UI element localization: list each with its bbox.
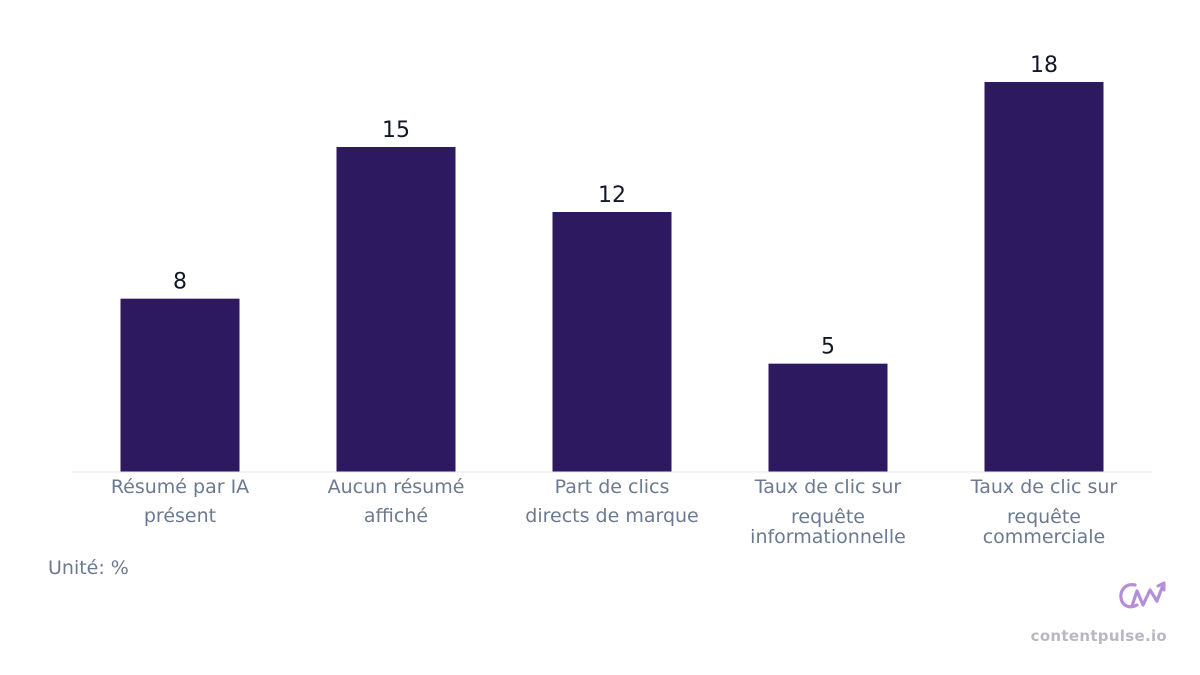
- brand-name: contentpulse.io: [1030, 627, 1167, 645]
- x-tick-label-4-line-0: Taux de clic sur: [970, 476, 1118, 498]
- x-tick-label-2-line-0: Part de clics: [555, 476, 670, 498]
- bars-layer: [120, 82, 1104, 472]
- x-tick-label-3-line-1: requête: [791, 506, 865, 528]
- x-tick-label-4-line-1: requête: [1007, 506, 1081, 528]
- bar-value-label-4: 18: [1030, 53, 1058, 78]
- x-tick-label-3-line-0: Taux de clic sur: [754, 476, 902, 498]
- bar-value-label-2: 12: [598, 183, 626, 208]
- bar-value-label-3: 5: [821, 335, 835, 360]
- x-tick-label-4-line-2: commerciale: [983, 526, 1106, 548]
- x-tick-label-1-line-0: Aucun résumé: [328, 476, 465, 498]
- bar-value-label-0: 8: [173, 270, 187, 295]
- bar-4: [984, 82, 1104, 472]
- bar-0: [120, 298, 240, 472]
- bar-chart: 8 Résumé par IA présent 15 Aucun résumé affic…: [72, 53, 1152, 548]
- x-tick-label-0-line-1: présent: [144, 505, 216, 527]
- bar-3: [768, 363, 888, 472]
- cp-arrow-logo-icon: [1119, 581, 1166, 609]
- x-tick-label-0-line-0: Résumé par IA: [111, 476, 249, 498]
- unit-label: Unité: %: [48, 557, 129, 579]
- x-tick-label-1-line-1: affiché: [364, 505, 428, 527]
- bar-2: [552, 212, 672, 472]
- x-tick-label-2-line-1: directs de marque: [525, 505, 698, 527]
- bar-1: [336, 147, 456, 472]
- x-tick-label-3-line-2: informationnelle: [750, 526, 906, 548]
- bar-value-label-1: 15: [382, 118, 410, 143]
